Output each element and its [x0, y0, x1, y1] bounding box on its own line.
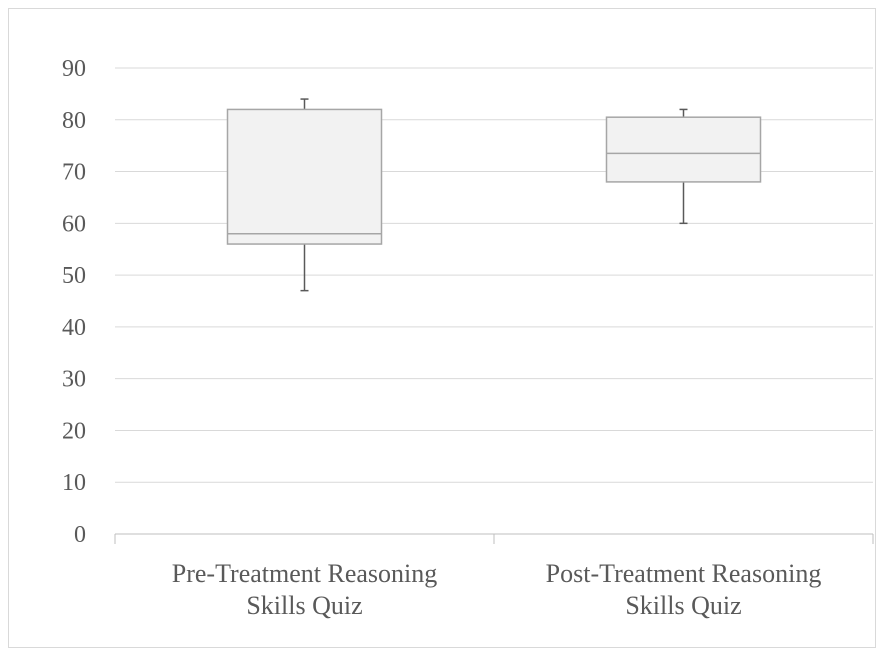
iqr-box — [226, 108, 383, 245]
y-tick-label: 70 — [62, 160, 86, 186]
box-pre-treatment — [226, 98, 383, 292]
x-category-label-line: Skills Quiz — [625, 591, 741, 620]
x-axis — [114, 533, 874, 544]
boxes — [226, 98, 762, 292]
y-tick-label: 80 — [62, 108, 86, 134]
box-plot-chart: 0 10 20 30 40 50 60 70 80 90 Pre-Treatment Reason… — [62, 56, 874, 620]
x-axis-categories: Pre-Treatment Reasoning Skills QuizPost-T… — [172, 559, 822, 620]
y-tick-label: 90 — [62, 56, 86, 82]
box-post-treatment — [605, 108, 762, 225]
x-category-label-line: Skills Quiz — [246, 591, 362, 620]
y-tick-label: 60 — [62, 211, 86, 237]
y-tick-label: 20 — [62, 418, 86, 444]
y-tick-label: 40 — [62, 315, 86, 341]
y-axis-ticks: 0 10 20 30 40 50 60 70 80 90 — [62, 56, 86, 548]
y-tick-label: 30 — [62, 367, 86, 393]
y-tick-label: 10 — [62, 470, 86, 496]
x-category-label-line: Pre-Treatment Reasoning — [172, 559, 438, 588]
iqr-box — [605, 116, 762, 183]
y-tick-label: 50 — [62, 263, 86, 289]
y-tick-label: 0 — [74, 522, 86, 548]
x-category-label-line: Post-Treatment Reasoning — [546, 559, 822, 588]
x-category-label: Post-Treatment Reasoning Skills Quiz — [546, 559, 822, 620]
x-category-label: Pre-Treatment Reasoning Skills Quiz — [172, 559, 438, 620]
